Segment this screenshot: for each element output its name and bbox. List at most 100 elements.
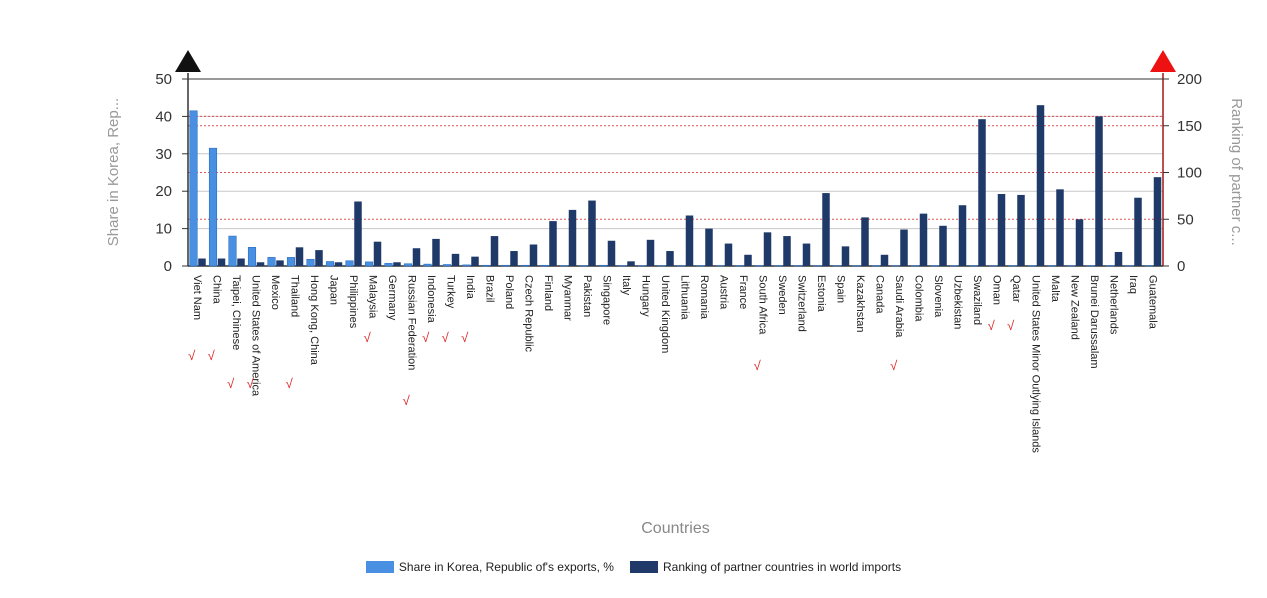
x-tick-label-47: Netherlands bbox=[1107, 275, 1119, 335]
bar-ranking-3 bbox=[257, 262, 265, 266]
bar-share-4 bbox=[268, 257, 276, 266]
x-tick-label-8: Philippines bbox=[347, 275, 359, 329]
x-tick-label-27: Austria bbox=[717, 275, 729, 310]
bar-share-6 bbox=[307, 259, 315, 266]
x-tick-label-37: Colombia bbox=[912, 275, 924, 322]
bar-ranking-17 bbox=[530, 244, 538, 266]
x-tick-label-21: Singapore bbox=[600, 275, 612, 325]
x-tick-label-17: Czech Republic bbox=[522, 275, 534, 353]
bar-ranking-37 bbox=[920, 214, 928, 266]
bar-ranking-22 bbox=[627, 261, 635, 266]
bar-ranking-5 bbox=[296, 247, 304, 266]
check-mark-icon-7: √ bbox=[422, 330, 430, 345]
y-tick-right-3: 150 bbox=[1177, 118, 1202, 135]
y-axis-left-title: Share in Korea, Rep... bbox=[105, 98, 122, 246]
bar-share-0 bbox=[190, 111, 198, 266]
check-mark-icon-6: √ bbox=[403, 393, 411, 408]
bar-share-10 bbox=[385, 263, 393, 266]
bar-ranking-20 bbox=[588, 201, 596, 266]
x-tick-label-35: Canada bbox=[873, 275, 885, 314]
x-tick-label-24: United Kingdom bbox=[659, 275, 671, 353]
legend-item-ranking[interactable]: Ranking of partner countries in world im… bbox=[630, 560, 901, 574]
y-tick-left-0: 0 bbox=[164, 258, 172, 275]
x-tick-label-43: United States Minor Outlying Islands bbox=[1029, 275, 1041, 453]
bar-ranking-4 bbox=[276, 260, 284, 266]
bar-ranking-1 bbox=[218, 259, 226, 266]
bar-ranking-26 bbox=[705, 229, 713, 266]
x-tick-label-19: Myanmar bbox=[561, 275, 573, 321]
x-tick-label-48: Iraq bbox=[1127, 275, 1139, 294]
x-tick-label-49: Guatemala bbox=[1146, 275, 1158, 330]
check-mark-icon-0: √ bbox=[188, 348, 196, 363]
bar-ranking-14 bbox=[471, 257, 479, 266]
check-mark-icon-9: √ bbox=[461, 330, 469, 345]
legend-swatch-ranking bbox=[630, 561, 658, 573]
x-tick-label-23: Hungary bbox=[639, 275, 651, 317]
x-tick-label-4: Mexico bbox=[269, 275, 281, 310]
bar-ranking-28 bbox=[744, 255, 752, 266]
x-tick-label-31: Switzerland bbox=[795, 275, 807, 332]
x-tick-label-25: Lithuania bbox=[678, 275, 690, 321]
bar-ranking-35 bbox=[881, 255, 889, 266]
bar-share-3 bbox=[248, 247, 256, 266]
x-tick-label-45: New Zealand bbox=[1068, 275, 1080, 340]
bar-ranking-7 bbox=[335, 262, 343, 266]
y-axis-right-title: Ranking of partner c... bbox=[1228, 98, 1245, 246]
bar-share-14 bbox=[463, 265, 471, 266]
y-tick-left-3: 30 bbox=[155, 146, 172, 163]
bar-ranking-24 bbox=[666, 251, 674, 266]
bar-share-5 bbox=[287, 257, 295, 266]
y-axis-left-arrow-icon bbox=[175, 50, 201, 72]
x-tick-label-39: Uzbekistan bbox=[951, 275, 963, 329]
bar-ranking-10 bbox=[393, 262, 401, 266]
legend-item-share[interactable]: Share in Korea, Republic of's exports, % bbox=[366, 560, 614, 574]
bar-ranking-46 bbox=[1095, 116, 1103, 266]
x-tick-label-41: Oman bbox=[990, 275, 1002, 305]
y-tick-right-1: 50 bbox=[1177, 211, 1194, 228]
bar-ranking-33 bbox=[842, 246, 850, 266]
legend-label-share: Share in Korea, Republic of's exports, % bbox=[399, 560, 614, 574]
bar-ranking-12 bbox=[432, 239, 440, 266]
bar-ranking-38 bbox=[939, 226, 947, 266]
y-tick-right-0: 0 bbox=[1177, 258, 1185, 275]
bar-share-16 bbox=[502, 265, 510, 266]
check-mark-icon-2: √ bbox=[227, 376, 235, 391]
bar-ranking-0 bbox=[198, 259, 206, 266]
check-mark-icon-11: √ bbox=[890, 358, 898, 373]
x-tick-label-2: Taipei, Chinese bbox=[230, 275, 242, 350]
x-tick-label-11: Russian Federation bbox=[405, 275, 417, 370]
bar-ranking-30 bbox=[783, 236, 791, 266]
bar-ranking-9 bbox=[374, 242, 382, 266]
x-tick-label-42: Qatar bbox=[1010, 275, 1022, 303]
bar-ranking-15 bbox=[491, 236, 499, 266]
bar-ranking-27 bbox=[725, 244, 733, 266]
bar-share-13 bbox=[443, 265, 451, 266]
bar-share-7 bbox=[326, 262, 334, 266]
bar-ranking-11 bbox=[413, 248, 421, 266]
bar-ranking-47 bbox=[1115, 252, 1123, 266]
bar-share-21 bbox=[599, 265, 607, 266]
x-tick-label-0: Viet Nam bbox=[191, 275, 203, 320]
x-tick-label-6: Hong Kong, China bbox=[308, 275, 320, 366]
check-mark-icon-13: √ bbox=[1007, 318, 1015, 333]
bar-ranking-16 bbox=[510, 251, 518, 266]
x-tick-label-5: Thailand bbox=[288, 275, 300, 317]
bar-ranking-6 bbox=[315, 250, 323, 266]
x-tick-label-34: Kazakhstan bbox=[854, 275, 866, 332]
bar-ranking-2 bbox=[237, 259, 245, 266]
x-tick-label-13: Turkey bbox=[444, 275, 456, 309]
bar-ranking-48 bbox=[1134, 198, 1142, 266]
x-axis-title: Countries bbox=[641, 520, 709, 537]
y-axis-right-arrow-icon bbox=[1150, 50, 1176, 72]
legend-label-ranking: Ranking of partner countries in world im… bbox=[663, 560, 901, 574]
bar-ranking-42 bbox=[1017, 195, 1025, 266]
x-tick-label-16: Poland bbox=[503, 275, 515, 309]
bar-ranking-41 bbox=[998, 194, 1006, 266]
bar-share-2 bbox=[229, 236, 237, 266]
bar-ranking-18 bbox=[549, 221, 557, 266]
x-tick-label-1: China bbox=[210, 275, 222, 305]
x-tick-label-28: France bbox=[737, 275, 749, 309]
x-tick-label-40: Swaziland bbox=[971, 275, 983, 325]
x-tick-label-15: Brazil bbox=[483, 275, 495, 303]
